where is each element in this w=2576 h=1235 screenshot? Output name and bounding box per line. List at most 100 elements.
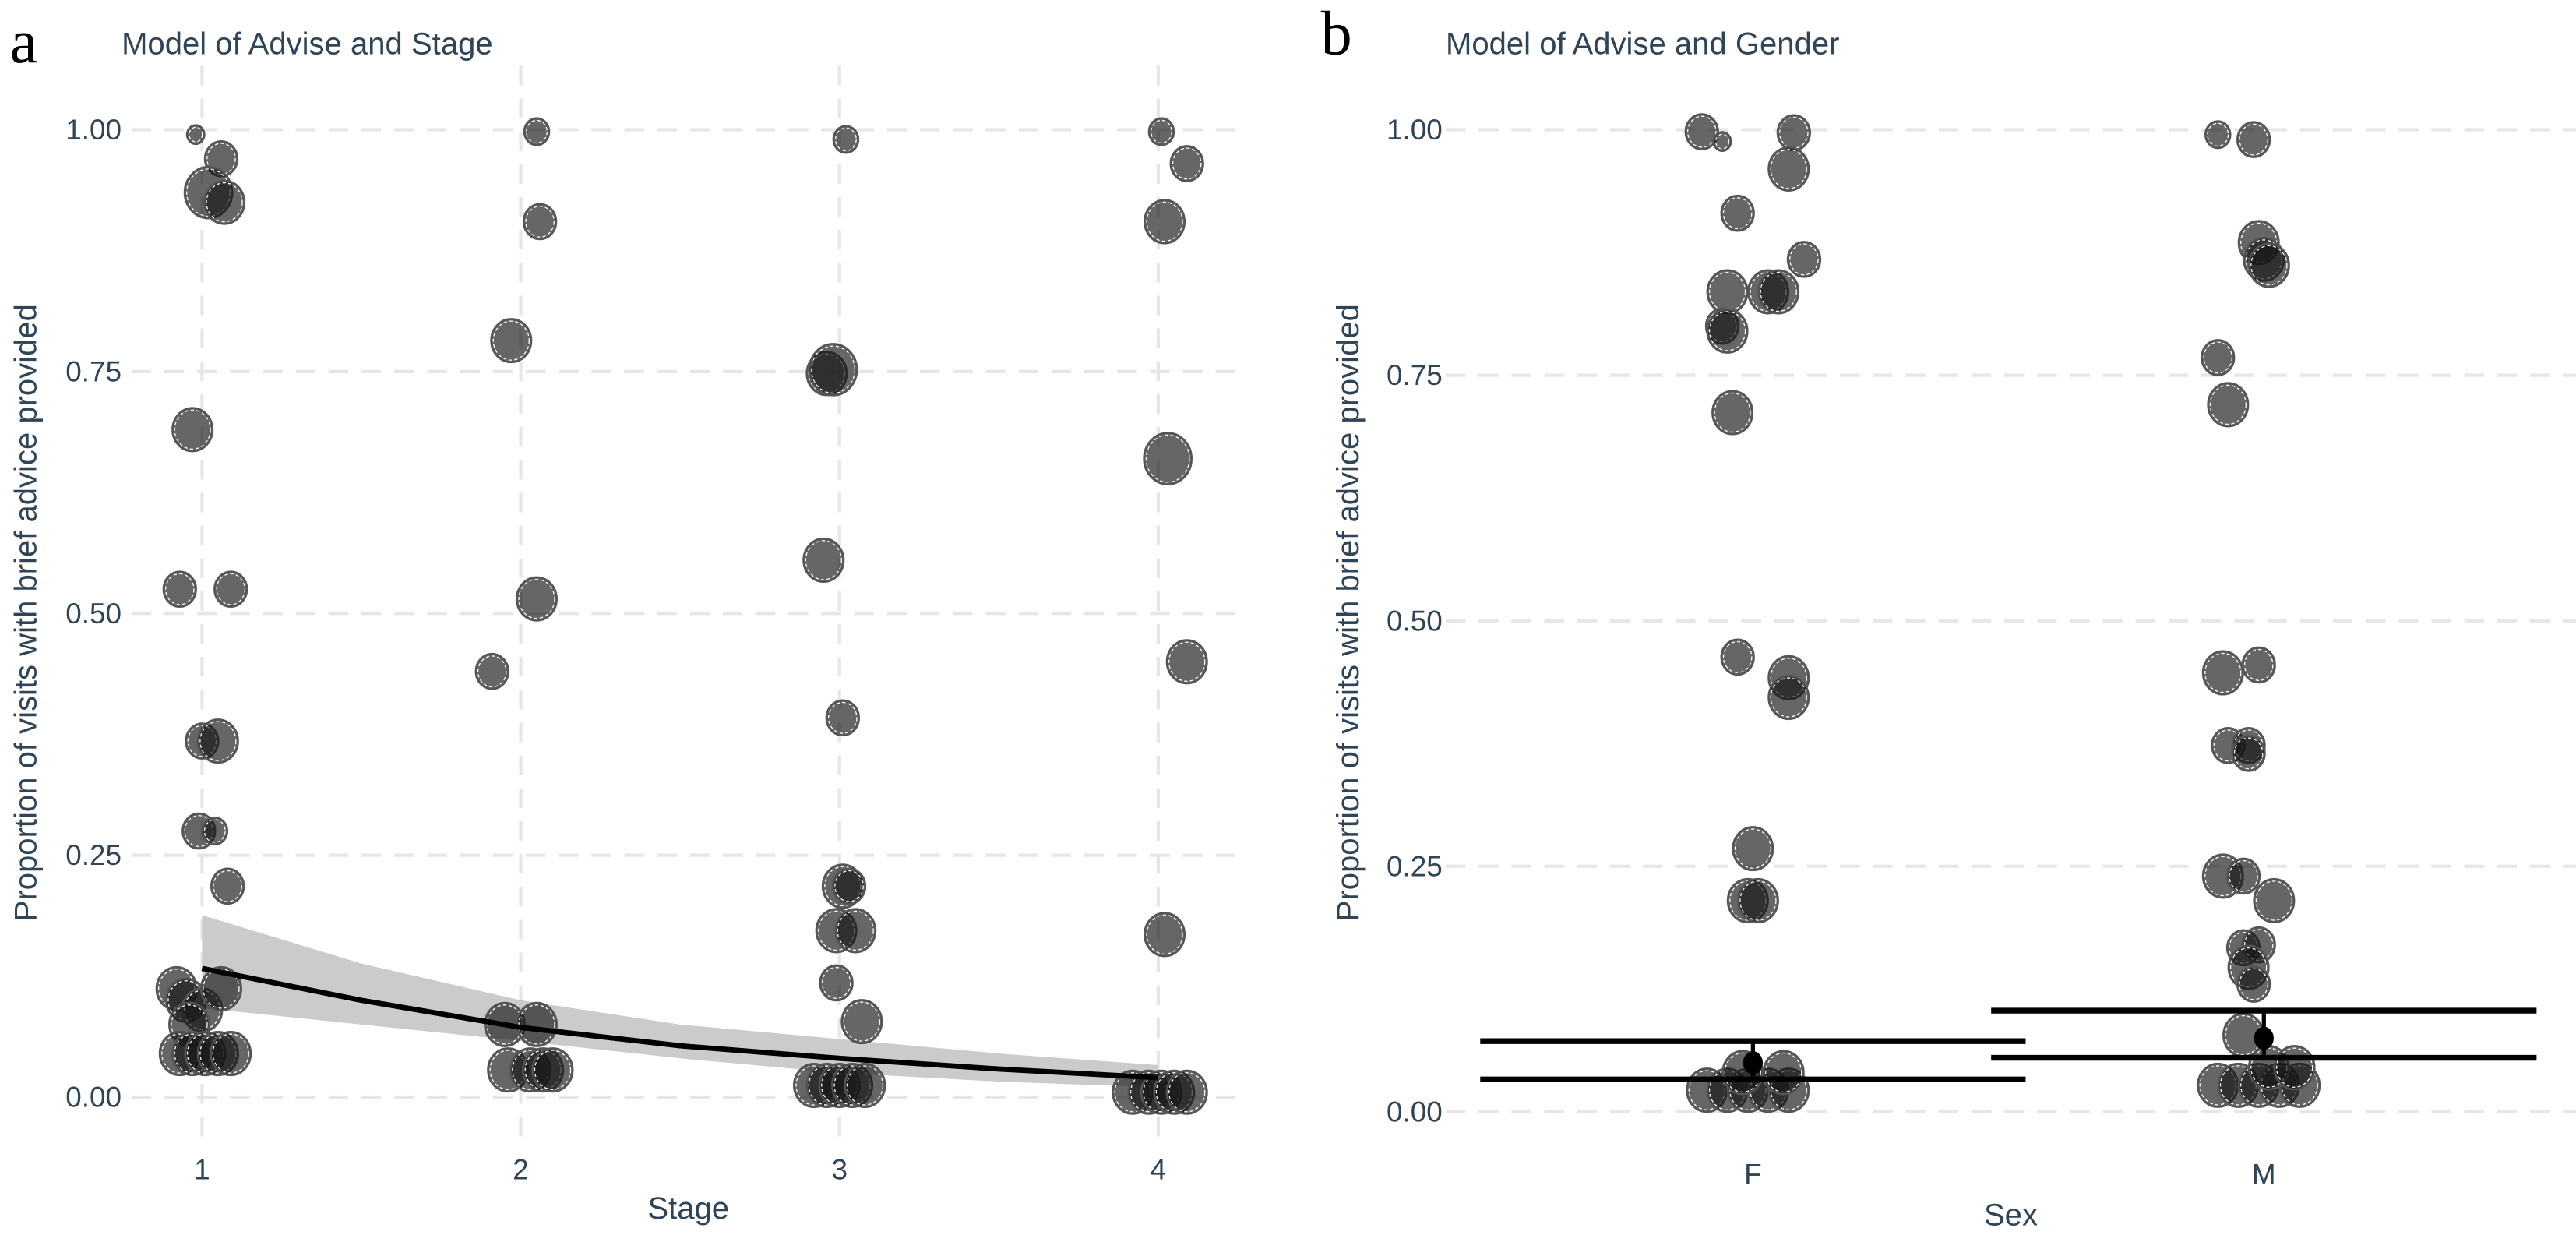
data-point — [490, 318, 533, 364]
data-point — [2253, 877, 2296, 923]
y-ticks-a: 0.00 0.25 0.50 0.75 1.00 — [65, 114, 122, 1113]
data-point — [1776, 114, 1811, 152]
y-tick-label: 0.25 — [65, 839, 122, 871]
y-tick-label: 1.00 — [1387, 114, 1443, 146]
data-point — [1767, 146, 1810, 192]
fitted-curve — [201, 965, 1159, 1081]
data-point — [2204, 120, 2232, 150]
y-ticks-b: 0.00 0.25 0.50 0.75 1.00 — [1387, 114, 1443, 1127]
data-point — [1732, 826, 1774, 872]
grid-b — [1445, 128, 2576, 1114]
data-point — [516, 1001, 559, 1047]
estimates-b — [1480, 1007, 2537, 1083]
data-point — [2207, 382, 2250, 428]
data-point — [2236, 965, 2271, 1003]
data-point — [802, 537, 845, 583]
data-point — [522, 203, 558, 241]
panel-title-a: Model of Advise and Stage — [122, 27, 493, 62]
data-point — [2225, 857, 2261, 895]
y-tick-label: 0.00 — [1387, 1096, 1443, 1128]
data-point — [2273, 1045, 2316, 1091]
data-point — [1143, 432, 1193, 485]
panel-a: a Model of Advise and Stage 0.00 0.25 0.50… — [9, 8, 1241, 1226]
confidence-ribbon — [202, 915, 1158, 1088]
x-axis-title-a: Stage — [647, 1191, 729, 1226]
y-tick-label: 1.00 — [65, 114, 122, 146]
data-point — [819, 964, 854, 1002]
data-point — [516, 576, 559, 622]
data-point — [825, 699, 860, 737]
data-point — [2231, 735, 2266, 772]
data-point — [185, 124, 206, 146]
data-point — [531, 1047, 574, 1093]
data-point — [1712, 131, 1732, 152]
data-point — [213, 570, 248, 608]
data-point — [1736, 877, 1779, 923]
y-tick-label: 0.00 — [65, 1082, 122, 1113]
x-tick-label: F — [1744, 1159, 1762, 1191]
mean-point — [1743, 1051, 1764, 1074]
data-point — [1147, 117, 1175, 146]
y-tick-label: 0.25 — [1387, 850, 1443, 882]
data-point — [2236, 121, 2271, 158]
x-axis-title-b: Sex — [1984, 1198, 2038, 1232]
data-point — [831, 867, 867, 905]
data-point — [201, 816, 229, 846]
data-point — [1762, 1050, 1805, 1096]
data-point — [196, 718, 239, 764]
data-point — [1144, 912, 1186, 958]
x-ticks-a: 1 2 3 4 — [194, 1153, 1166, 1185]
data-point — [1169, 145, 1204, 182]
points-b — [1684, 113, 2321, 1113]
x-tick-label: 3 — [831, 1153, 848, 1185]
data-point — [1720, 638, 1755, 676]
data-point — [2201, 339, 2236, 376]
panel-title-b: Model of Advise and Gender — [1446, 27, 1840, 62]
data-point — [2247, 242, 2290, 288]
data-point — [523, 117, 551, 146]
x-tick-label: M — [2252, 1159, 2276, 1191]
data-point — [1757, 269, 1800, 315]
y-tick-label: 0.50 — [1387, 605, 1443, 637]
x-tick-label: 4 — [1151, 1153, 1167, 1185]
points-a — [155, 117, 1208, 1115]
data-point — [210, 867, 245, 905]
data-point — [840, 999, 883, 1045]
fit-line — [201, 965, 1159, 1081]
x-tick-label: 2 — [513, 1153, 529, 1185]
data-point — [2241, 646, 2276, 684]
y-tick-label: 0.50 — [65, 598, 122, 630]
data-point — [171, 407, 214, 453]
data-point — [203, 179, 246, 225]
data-point — [832, 125, 860, 154]
data-point — [210, 1031, 252, 1077]
data-point — [199, 965, 242, 1011]
data-point — [1144, 199, 1186, 245]
data-point — [844, 1063, 886, 1109]
panel-label-b: b — [1321, 0, 1352, 69]
data-point — [808, 343, 858, 397]
y-tick-label: 0.75 — [65, 356, 122, 388]
data-point — [1165, 1069, 1208, 1115]
data-point — [1684, 113, 1719, 150]
data-point — [1711, 390, 1754, 436]
mean-point — [2254, 1026, 2274, 1050]
confidence-band — [202, 915, 1158, 1088]
panel-b: b Model of Advise and Gender 0.00 0.25 0.5… — [1321, 0, 2576, 1232]
data-point — [1706, 269, 1749, 315]
y-axis-title-a: Proportion of visits with brief advice p… — [9, 304, 43, 921]
data-point — [1767, 674, 1810, 721]
data-point — [1786, 241, 1822, 278]
panel-label-a: a — [10, 8, 38, 76]
data-point — [1706, 308, 1749, 354]
estimate-errorbar — [1991, 1007, 2537, 1061]
data-point — [474, 652, 509, 690]
y-axis-title-b: Proportion of visits with brief advice p… — [1331, 304, 1366, 921]
y-tick-label: 0.75 — [1387, 359, 1443, 391]
data-point — [2201, 650, 2244, 696]
estimate-errorbar — [1480, 1038, 2026, 1083]
x-tick-label: 1 — [194, 1153, 210, 1185]
data-point — [1165, 639, 1208, 685]
